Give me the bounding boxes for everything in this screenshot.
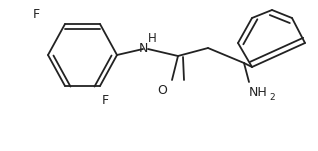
Text: H: H: [148, 32, 156, 45]
Text: N: N: [138, 42, 148, 56]
Text: 2: 2: [269, 93, 275, 101]
Text: F: F: [101, 95, 108, 108]
Text: F: F: [32, 8, 39, 21]
Text: NH: NH: [249, 87, 267, 100]
Text: O: O: [157, 85, 167, 98]
